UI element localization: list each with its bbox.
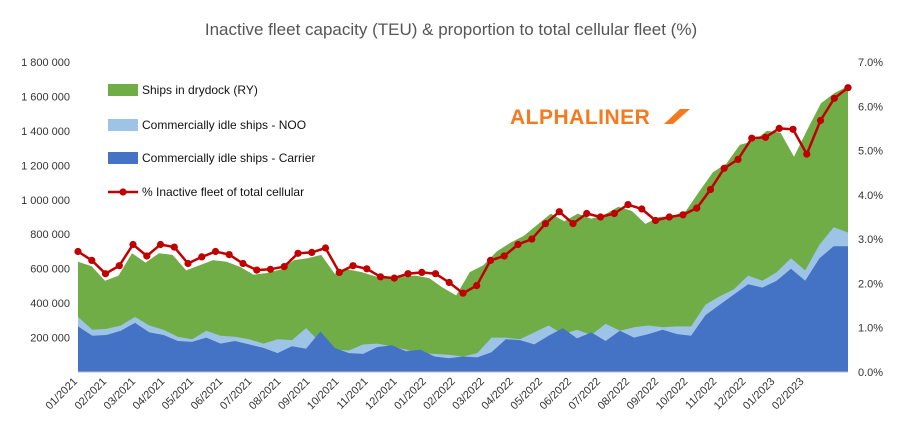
x-tick-label: 10/2022 xyxy=(654,376,691,413)
percentage-point xyxy=(253,266,261,274)
percentage-point xyxy=(184,259,192,268)
right-tick-label: 6.0% xyxy=(858,101,883,113)
percentage-point xyxy=(803,150,811,158)
legend-swatch xyxy=(108,152,138,164)
percentage-point xyxy=(459,289,467,297)
percentage-point xyxy=(308,248,316,256)
carrier-area xyxy=(78,246,848,372)
left-tick-label: 1 000 000 xyxy=(21,195,70,207)
right-tick-label: 2.0% xyxy=(858,278,883,290)
percentage-point xyxy=(404,270,412,278)
percentage-point xyxy=(541,220,550,228)
percentage-point xyxy=(734,155,742,163)
percentage-point xyxy=(555,208,563,216)
left-tick-label: 1 200 000 xyxy=(21,160,70,172)
percentage-point xyxy=(115,262,123,270)
percentage-point xyxy=(363,265,371,273)
legend-swatch xyxy=(108,119,138,131)
percentage-point xyxy=(679,211,687,219)
percentage-point xyxy=(789,125,797,133)
legend: Ships in drydock (RY) Commercially idle s… xyxy=(108,83,315,199)
drydock-area xyxy=(78,86,848,372)
percentage-point xyxy=(830,94,838,102)
left-tick-label: 1 400 000 xyxy=(21,126,70,138)
legend-label: Commercially idle ships - NOO xyxy=(142,118,306,132)
percentage-point xyxy=(349,262,357,270)
percentage-line xyxy=(74,84,852,297)
legend-swatch xyxy=(108,84,138,96)
left-tick-label: 800 000 xyxy=(30,229,70,241)
x-tick-label: 10/2021 xyxy=(305,376,342,413)
left-axis: 200 000 400 000 600 000 800 000 1 000 000 1 2… xyxy=(21,57,70,345)
percentage-point xyxy=(720,164,728,172)
x-axis: 01/202102/202103/202104/202105/202106/20… xyxy=(44,371,848,413)
percentage-point xyxy=(170,243,178,251)
percentage-point xyxy=(390,274,398,282)
percentage-point xyxy=(376,273,385,281)
right-axis: 0.0% 1.0% 2.0% 3.0% 4.0% 5.0% 6.0% 7.0% xyxy=(858,57,883,379)
legend-label: % Inactive fleet of total cellular xyxy=(142,185,304,199)
percentage-point xyxy=(569,220,577,228)
percentage-point xyxy=(280,263,288,271)
right-tick-label: 1.0% xyxy=(858,323,883,335)
percentage-point xyxy=(266,265,275,273)
percentage-point xyxy=(101,270,110,278)
percentage-point xyxy=(156,240,165,249)
percentage-point xyxy=(693,204,701,212)
percentage-point xyxy=(775,124,783,132)
percentage-point xyxy=(74,247,82,256)
legend-label: Commercially idle ships - Carrier xyxy=(142,151,315,165)
left-tick-label: 200 000 xyxy=(30,333,70,345)
x-tick-label: 02/2023 xyxy=(770,376,807,413)
percentage-point xyxy=(761,133,770,141)
percentage-point xyxy=(665,213,673,221)
brand-swoosh-icon xyxy=(664,109,690,124)
percentage-point xyxy=(294,249,302,257)
right-tick-label: 4.0% xyxy=(858,190,883,202)
percentage-point xyxy=(445,278,453,287)
plot-areas xyxy=(78,86,848,372)
percentage-point xyxy=(198,253,206,261)
percentage-point xyxy=(225,251,233,259)
percentage-point xyxy=(473,282,481,290)
legend-label: Ships in drydock (RY) xyxy=(142,83,258,97)
left-tick-label: 1 600 000 xyxy=(21,91,70,103)
percentage-point xyxy=(211,247,220,256)
percentage-point xyxy=(500,252,508,260)
percentage-point xyxy=(514,240,522,249)
brand-text: ALPHALINER xyxy=(510,106,650,129)
right-tick-label: 3.0% xyxy=(858,234,883,246)
percentage-point xyxy=(706,185,715,194)
percentage-point xyxy=(321,244,330,252)
percentage-point xyxy=(583,209,591,218)
percentage-point xyxy=(88,256,96,264)
percentage-point xyxy=(129,240,137,249)
percentage-point xyxy=(748,134,756,142)
percentage-point xyxy=(624,201,632,209)
percentage-point xyxy=(844,84,852,92)
left-tick-label: 400 000 xyxy=(30,298,70,310)
right-tick-label: 7.0% xyxy=(858,57,883,69)
percentage-point xyxy=(816,116,825,125)
percentage-point xyxy=(143,252,151,260)
percentage-point xyxy=(638,205,646,213)
percentage-point xyxy=(596,213,605,221)
right-tick-label: 0.0% xyxy=(858,367,883,379)
percentage-point xyxy=(486,256,495,264)
percentage-point xyxy=(418,268,426,276)
legend-marker xyxy=(119,188,127,196)
left-tick-label: 1 800 000 xyxy=(21,57,70,69)
right-tick-label: 5.0% xyxy=(858,146,883,158)
percentage-point xyxy=(239,259,247,268)
percentage-point xyxy=(528,235,536,243)
brand-logo: ALPHALINER xyxy=(510,106,690,129)
percentage-point xyxy=(651,216,660,225)
percentage-point xyxy=(431,270,440,278)
percentage-point xyxy=(610,209,618,218)
chart-title: Inactive fleet capacity (TEU) & proporti… xyxy=(205,20,697,39)
percentage-point xyxy=(335,268,343,276)
left-tick-label: 600 000 xyxy=(30,264,70,276)
